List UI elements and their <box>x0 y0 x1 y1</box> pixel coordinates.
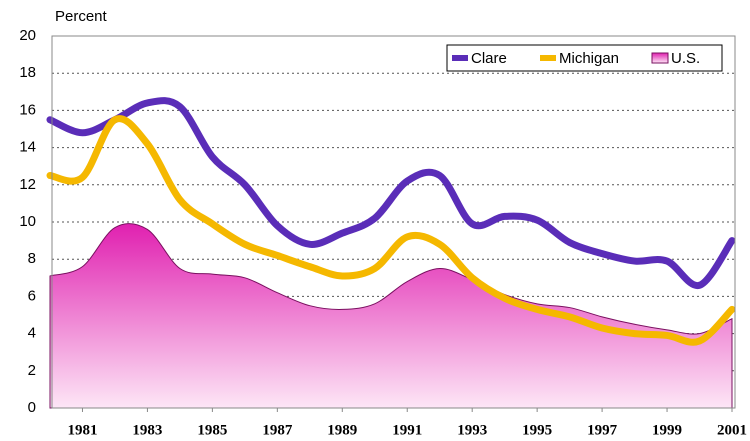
legend-box <box>446 44 723 72</box>
x-tick-label: 1989 <box>327 422 357 438</box>
x-tick-label: 1993 <box>457 422 487 438</box>
plot-frame <box>51 35 736 409</box>
legend-swatch <box>651 52 669 64</box>
x-tick-label: 1981 <box>67 422 97 438</box>
x-tick-label: 1991 <box>392 422 422 438</box>
x-tick-label: 1997 <box>587 422 618 438</box>
area <box>49 223 733 409</box>
y-tick-label: 20 <box>19 27 36 44</box>
x-tick-label: 1983 <box>132 422 162 438</box>
x-tick-label: 2001 <box>717 422 747 438</box>
y-axis-label: Percent <box>55 8 108 25</box>
legend-label: Michigan <box>559 50 619 67</box>
y-tick-label: 6 <box>28 287 36 304</box>
x-tick-label: 1985 <box>197 422 227 438</box>
y-tick-label: 4 <box>28 325 36 342</box>
legend-label: U.S. <box>671 50 700 67</box>
y-tick-label: 16 <box>19 101 36 118</box>
y-tick-label: 10 <box>19 213 36 230</box>
x-tick-label: 1995 <box>522 422 552 438</box>
y-tick-label: 12 <box>19 176 36 193</box>
x-tick-label: 1987 <box>262 422 293 438</box>
y-tick-label: 8 <box>28 250 36 267</box>
y-tick-label: 14 <box>19 139 36 156</box>
y-tick-label: 2 <box>28 362 36 379</box>
legend-label: Clare <box>471 50 507 67</box>
y-tick-label: 18 <box>19 64 36 81</box>
line <box>46 115 736 346</box>
x-tick-label: 1999 <box>652 422 682 438</box>
y-tick-label: 0 <box>28 399 36 416</box>
line <box>46 97 736 289</box>
